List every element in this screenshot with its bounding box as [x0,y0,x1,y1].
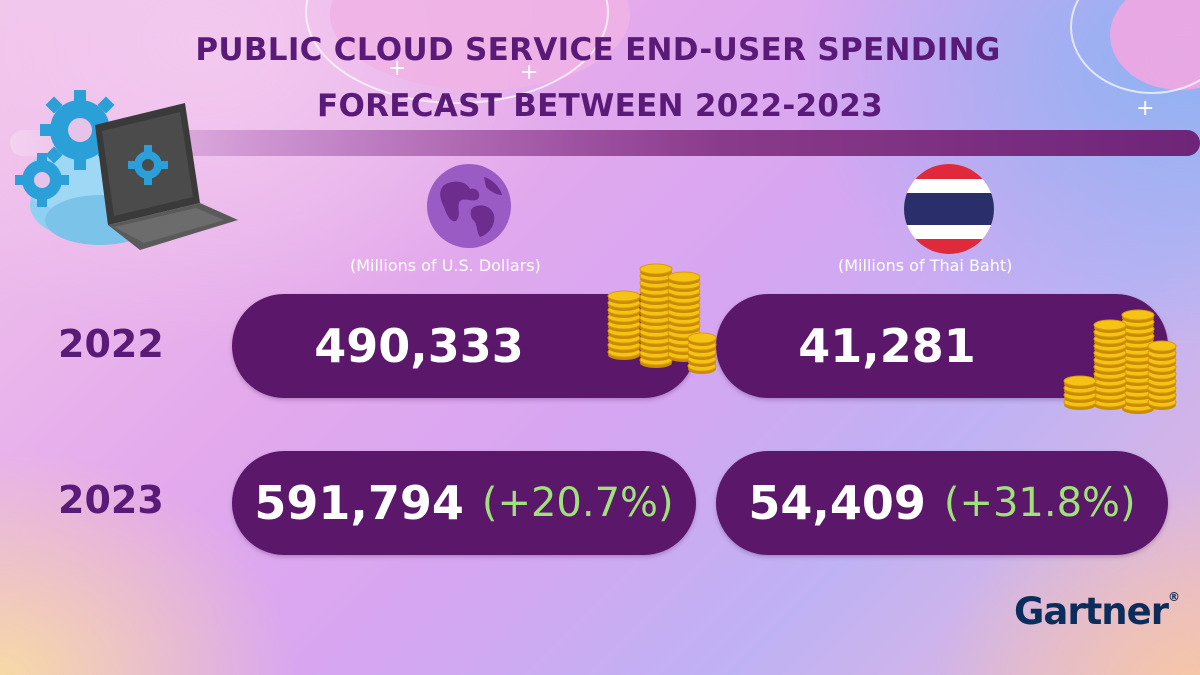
gartner-logo: Gartner® [1014,590,1180,633]
usd-2023-growth: (+20.7%) [481,480,674,526]
cloud-laptop-gears-icon [15,90,238,250]
headline-line-2: FORECAST BETWEEN 2022-2023 [316,88,884,124]
thb-unit-label: (Millions of Thai Baht) [838,256,1013,275]
headline-line-1: PUBLIC CLOUD SERVICE END-USER SPENDING [195,32,1001,68]
year-label-2023: 2023 [58,478,164,522]
gold-coins-icon [607,263,717,374]
thailand-flag-icon [904,164,994,254]
globe-icon [427,164,511,248]
thb-2022-value: 41,281 [798,319,976,373]
year-label-2022: 2022 [58,322,164,366]
plus-sparkle-icon: + [1136,96,1155,121]
plus-sparkle-icon: + [520,60,539,85]
thb-2023-growth: (+31.8%) [943,480,1136,526]
usd-unit-label: (Millions of U.S. Dollars) [350,256,541,275]
usd-2022-value: 490,333 [314,319,524,373]
thb-2023-value: 54,409 [748,476,926,530]
laptop-icon [95,103,238,250]
usd-2023-pill: 591,794 (+20.7%) [232,451,696,555]
gear-icon [15,153,69,207]
title-underline-bar [10,130,1200,156]
plus-sparkle-icon: + [388,56,407,81]
gold-coins-icon [1063,309,1177,414]
thb-2023-pill: 54,409 (+31.8%) [716,451,1168,555]
usd-2023-value: 591,794 [254,476,464,530]
